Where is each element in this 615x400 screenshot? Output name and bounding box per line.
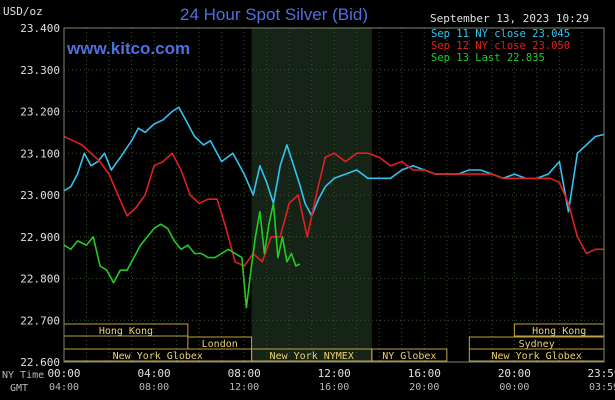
- x-tick-ny-1: 04:00: [138, 367, 171, 380]
- plot-frame: [63, 27, 605, 363]
- session-shade: [251, 28, 372, 362]
- y-tick-label-0: 23.400: [20, 22, 60, 35]
- session-label-0: Hong Kong: [99, 326, 153, 337]
- x-tick-gmt-1: 08:00: [139, 382, 169, 393]
- x-tick-ny-0: 00:00: [47, 367, 80, 380]
- series-line-sep-13: [63, 202, 301, 309]
- session-label-1: London: [202, 339, 238, 350]
- session-box-4: [371, 348, 448, 362]
- session-label-6: Sydney: [519, 339, 555, 350]
- series-line-sep-12: [63, 135, 604, 267]
- nymex-shade: [251, 28, 372, 362]
- session-label-3: New York NYMEX: [270, 351, 354, 362]
- y-tick-label-8: 22.600: [20, 356, 60, 369]
- y-tick-label-5: 22.900: [20, 231, 60, 244]
- session-label-7: New York Globex: [492, 351, 582, 362]
- chart-timestamp: September 13, 2023 10:29: [430, 12, 589, 25]
- series-lines: [63, 106, 605, 309]
- y-tick-label-3: 23.100: [20, 147, 60, 160]
- x-tick-gmt-6: 03:59: [589, 382, 615, 393]
- session-label-4: NY Globex: [382, 351, 436, 362]
- x-tick-ny-4: 16:00: [408, 367, 441, 380]
- y-tick-label-6: 22.800: [20, 273, 60, 286]
- x-row-label-ny: NY Time: [2, 370, 44, 381]
- legend-sep13: Sep 13 Last 22.835: [431, 52, 545, 64]
- y-tick-label-2: 23.200: [20, 106, 60, 119]
- x-tick-ny-6: 23:59: [587, 367, 615, 380]
- axes: 23.400 23.300 23.200 23.100 23.000 22.900 22.8…: [20, 22, 615, 393]
- x-tick-ny-5: 20:00: [498, 367, 531, 380]
- x-tick-ny-2: 08:00: [228, 367, 261, 380]
- x-tick-gmt-5: 00:00: [499, 382, 529, 393]
- x-tick-gmt-0: 04:00: [49, 382, 79, 393]
- legend: Sep 11 NY close 23.045 Sep 12 NY close 2…: [431, 28, 570, 64]
- x-row-label-gmt: GMT: [10, 383, 28, 394]
- y-tick-label-7: 22.700: [20, 314, 60, 327]
- session-label-2: New York Globex: [113, 351, 203, 362]
- y-tick-label-4: 23.000: [20, 189, 60, 202]
- x-tick-gmt-2: 12:00: [229, 382, 259, 393]
- session-label-5: Hong Kong: [532, 326, 586, 337]
- chart-title: 24 Hour Spot Silver (Bid): [180, 5, 368, 24]
- x-tick-ny-3: 12:00: [318, 367, 351, 380]
- y-tick-label-1: 23.300: [20, 64, 60, 77]
- legend-sep11: Sep 11 NY close 23.045: [431, 28, 570, 40]
- y-axis-label: USD/oz: [3, 5, 43, 18]
- legend-sep12: Sep 12 NY close 23.050: [431, 40, 570, 52]
- watermark-site: www.kitco.com: [66, 39, 190, 58]
- x-tick-gmt-4: 20:00: [409, 382, 439, 393]
- x-tick-gmt-3: 16:00: [319, 382, 349, 393]
